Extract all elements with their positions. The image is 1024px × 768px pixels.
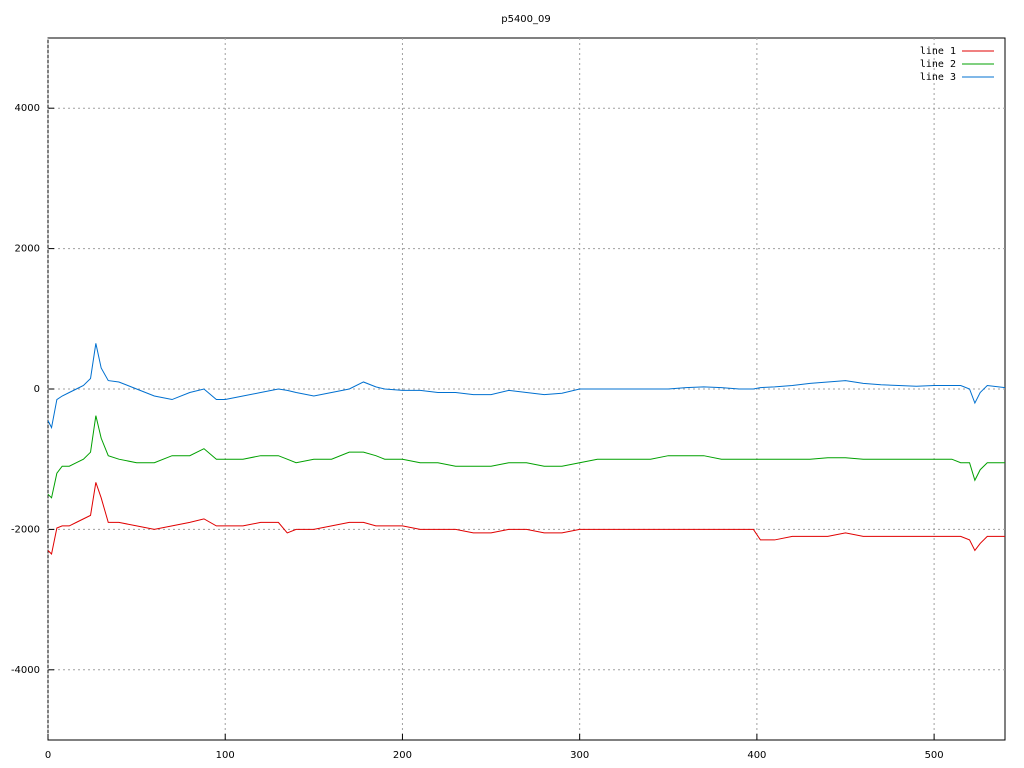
legend-label: line 3 xyxy=(920,72,956,83)
chart-title: p5400_09 xyxy=(501,14,551,25)
x-tick-label: 100 xyxy=(216,750,235,761)
legend-label: line 1 xyxy=(920,46,956,57)
y-tick-label: 4000 xyxy=(15,103,40,114)
legend-label: line 2 xyxy=(920,59,956,70)
plot-frame xyxy=(47,37,1006,741)
x-tick-label: 0 xyxy=(45,750,51,761)
x-tick-label: 400 xyxy=(747,750,766,761)
series-line xyxy=(47,343,1006,430)
x-tick-label: 500 xyxy=(925,750,944,761)
y-tick-label: 2000 xyxy=(15,244,40,255)
y-tick-label: -2000 xyxy=(11,524,40,535)
y-tick-label: 0 xyxy=(34,384,40,395)
x-tick-label: 200 xyxy=(393,750,412,761)
x-tick-label: 300 xyxy=(570,750,589,761)
y-tick-label: -4000 xyxy=(11,665,40,676)
series-line xyxy=(47,482,1005,555)
series-line xyxy=(47,415,1005,499)
